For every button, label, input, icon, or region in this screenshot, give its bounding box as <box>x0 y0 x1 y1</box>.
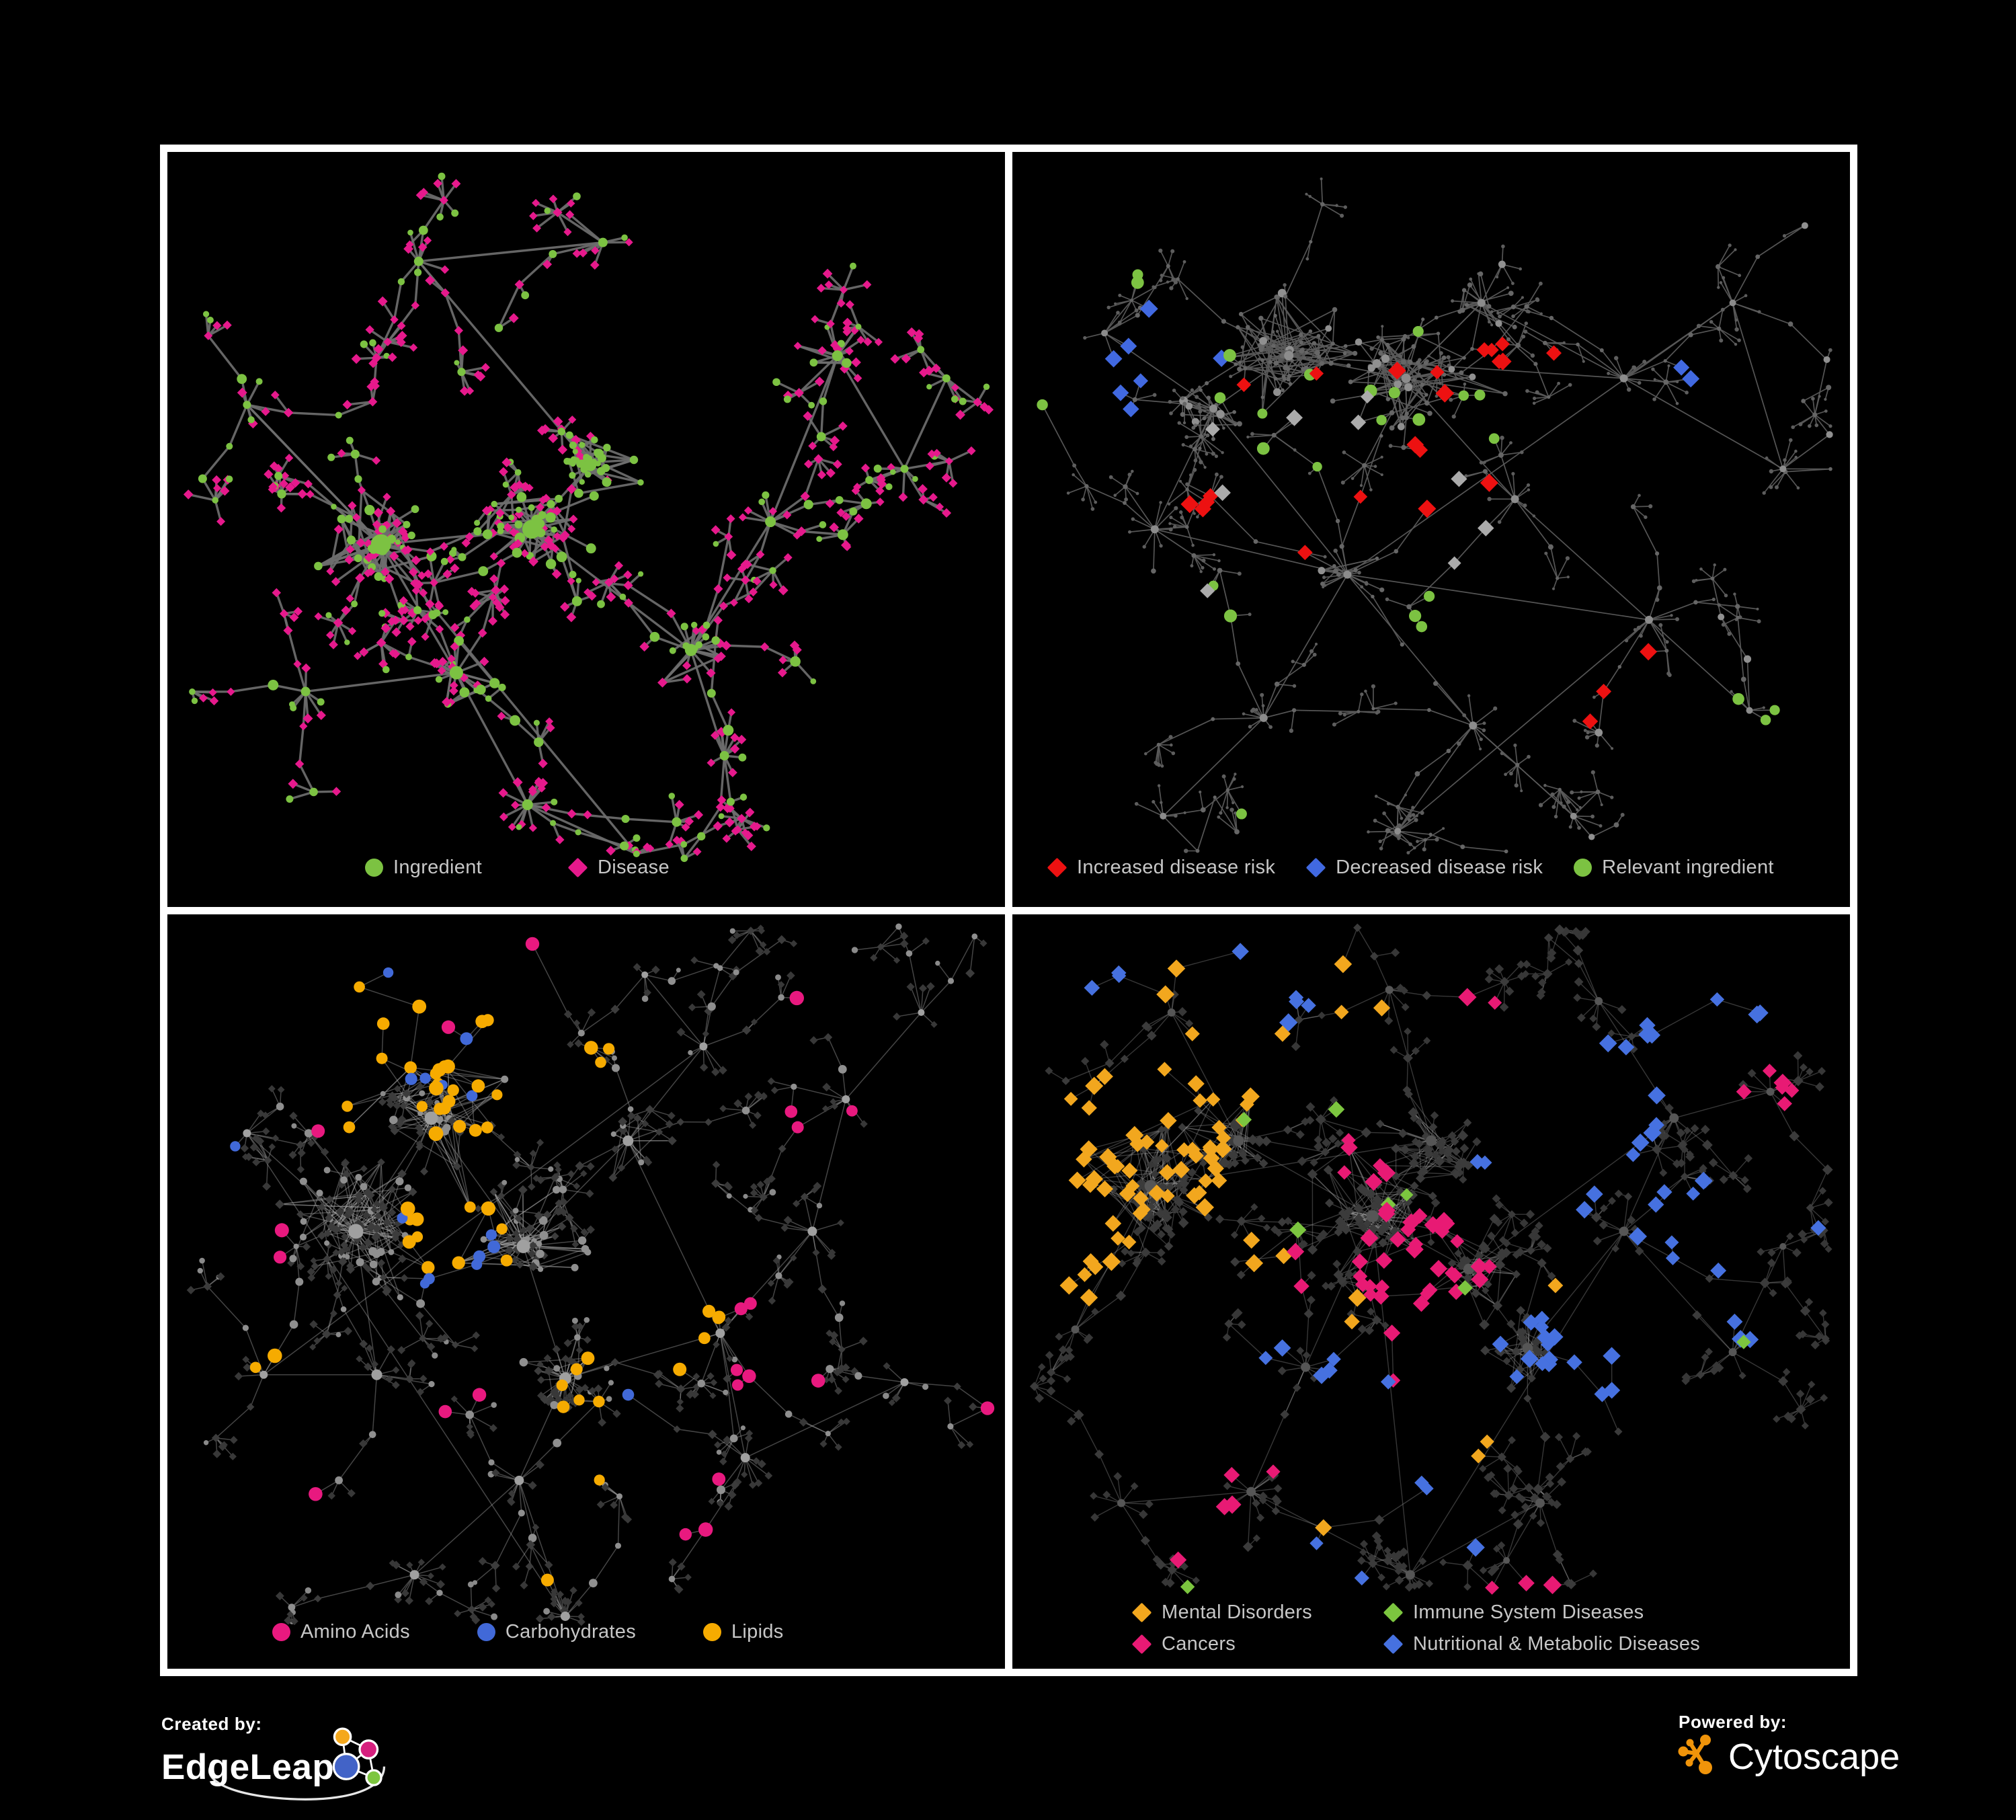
panel-disease-risk: Increased disease risk Decreased disease … <box>1012 152 1850 907</box>
legend-label: Carbohydrates <box>505 1621 636 1643</box>
legend-label: Nutritional & Metabolic Diseases <box>1413 1633 1701 1655</box>
edgeleap-node-blue <box>332 1753 360 1780</box>
edgeleap-brand-row: EdgeLeap <box>161 1727 393 1801</box>
ingredient-disease-legend: Ingredient Disease <box>365 857 670 879</box>
panel-macronutrients: Amino Acids Carbohydrates Lipids <box>167 914 1005 1669</box>
legend-item: Lipids <box>703 1621 784 1643</box>
legend-marker-diamond-icon <box>1305 857 1326 877</box>
legend-label: Amino Acids <box>300 1621 410 1643</box>
legend-marker-circle-icon <box>272 1623 290 1641</box>
powered-by-label: Powered by: <box>1679 1712 1787 1732</box>
legend-label: Increased disease risk <box>1077 856 1276 878</box>
panel-ingredient-disease: Ingredient Disease <box>167 152 1005 907</box>
legend-item: Increased disease risk <box>1047 857 1275 879</box>
legend-label: Lipids <box>731 1621 784 1643</box>
cytoscape-wordmark: Cytoscape <box>1728 1737 1900 1777</box>
legend-item: Amino Acids <box>272 1621 410 1643</box>
edgeleap-node-green <box>365 1769 382 1786</box>
legend-item: Decreased disease risk <box>1305 856 1543 879</box>
legend-item: Relevant ingredient <box>1574 857 1774 879</box>
macronutrients-network <box>186 923 995 1626</box>
legend-marker-circle-icon <box>365 858 383 877</box>
legend-label: Mental Disorders <box>1162 1601 1312 1623</box>
legend-item: Immune System Diseases <box>1383 1601 1700 1624</box>
legend-label: Immune System Diseases <box>1413 1601 1644 1623</box>
disease-classes-network <box>1029 923 1833 1595</box>
legend-item: Disease <box>567 856 670 879</box>
legend-item: Ingredient <box>365 857 482 879</box>
cytoscape-credit: Powered by: Cytosc <box>1678 1712 1900 1780</box>
legend-label: Decreased disease risk <box>1336 856 1543 878</box>
legend-marker-diamond-icon <box>1047 857 1067 877</box>
disease-risk-network <box>1037 177 1833 855</box>
created-by-label: Created by: <box>161 1714 262 1734</box>
legend-marker-diamond-icon <box>567 857 588 877</box>
disease-risk-legend: Increased disease risk Decreased disease … <box>1047 857 1774 879</box>
legend-marker-diamond-icon <box>1383 1602 1404 1623</box>
legend-marker-circle-icon <box>477 1623 495 1641</box>
legend-marker-diamond-icon <box>1383 1634 1404 1655</box>
legend-label: Relevant ingredient <box>1602 856 1774 878</box>
edgeleap-credit: Created by: EdgeLeap <box>161 1714 393 1801</box>
network-grid: Ingredient Disease Increased disease risk… <box>160 145 1857 1676</box>
panel-disease-classes: Mental Disorders Immune System Diseases Ca… <box>1012 914 1850 1669</box>
edgeleap-logo-icon <box>208 1727 386 1801</box>
legend-item: Mental Disorders <box>1131 1601 1383 1624</box>
legend-item: Cancers <box>1131 1633 1383 1655</box>
legend-label: Cancers <box>1162 1633 1236 1655</box>
legend-item: Nutritional & Metabolic Diseases <box>1383 1633 1700 1655</box>
legend-item: Carbohydrates <box>477 1621 636 1643</box>
edgeleap-wordmark: EdgeLeap <box>161 1747 335 1787</box>
disease-classes-legend: Mental Disorders Immune System Diseases Ca… <box>1131 1601 1700 1655</box>
cytoscape-logo-icon <box>1678 1735 1712 1774</box>
legend-marker-diamond-icon <box>1131 1602 1152 1623</box>
ingredient-disease-network <box>183 172 994 863</box>
legend-marker-circle-icon <box>1574 858 1592 877</box>
edgeleap-node-pink <box>358 1739 379 1759</box>
macronutrients-legend: Amino Acids Carbohydrates Lipids <box>272 1621 784 1643</box>
cytoscape-brand-row: Cytoscape <box>1678 1734 1900 1780</box>
legend-marker-diamond-icon <box>1131 1634 1152 1655</box>
legend-marker-circle-icon <box>703 1623 721 1641</box>
legend-label: Ingredient <box>393 856 482 878</box>
legend-label: Disease <box>598 856 670 878</box>
